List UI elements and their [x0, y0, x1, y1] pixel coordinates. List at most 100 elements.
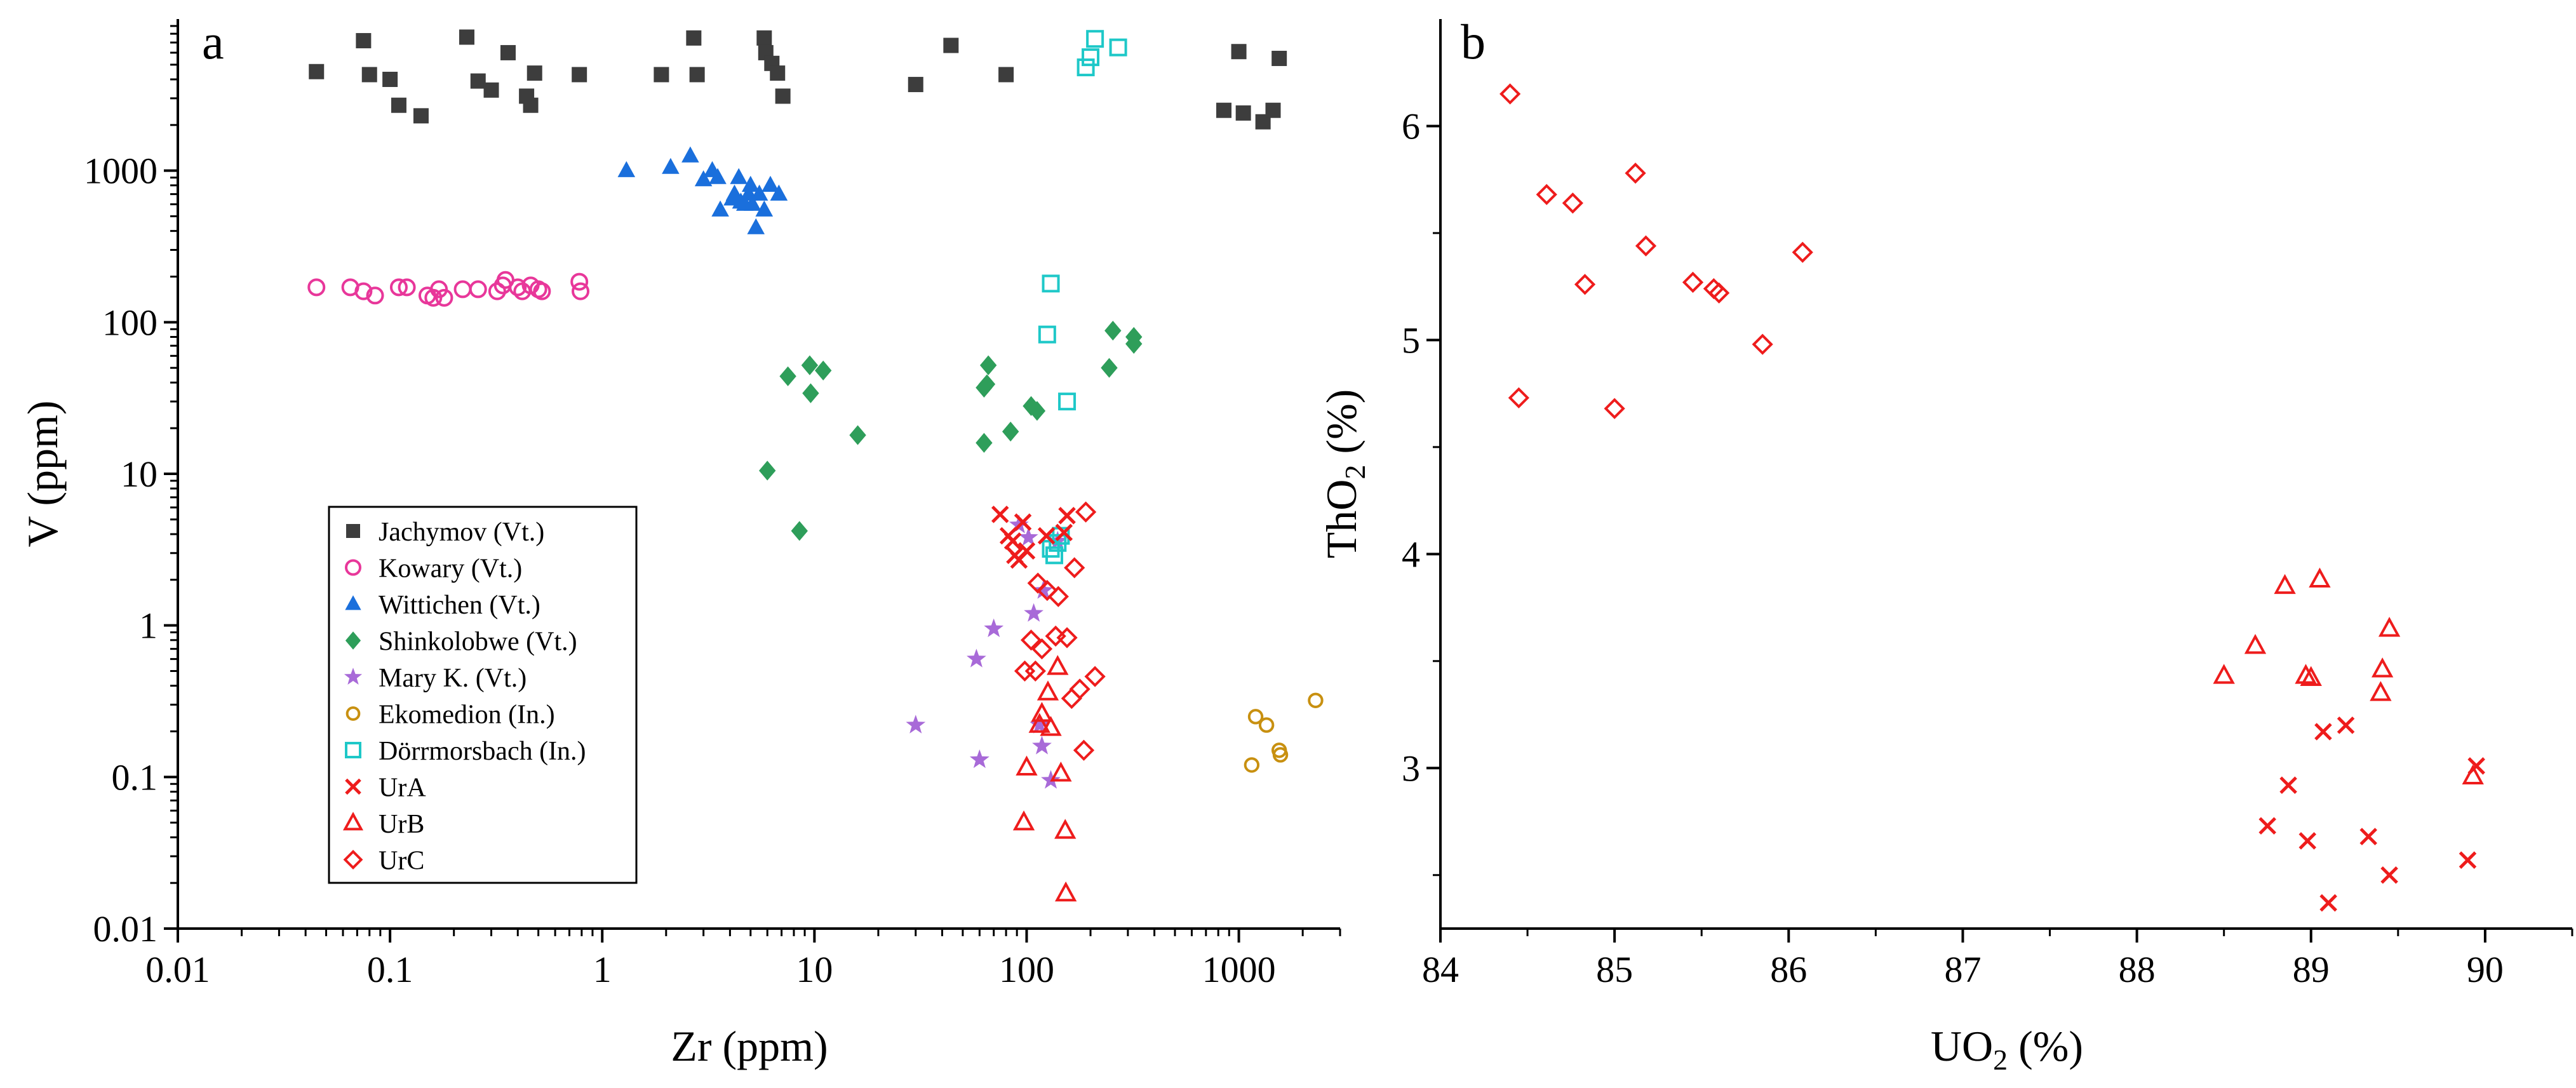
a-x-tick-label: 1	[593, 949, 612, 990]
a-y-tick-label: 0.1	[112, 756, 158, 798]
point-jachymov-vt	[770, 65, 786, 81]
a-y-tick-label: 1000	[84, 151, 158, 192]
panel-b-y-title-main: ThO	[1317, 480, 1365, 559]
a-y-tick-label: 10	[121, 453, 158, 495]
point-urc	[1064, 557, 1085, 579]
point-mary-k-vt	[1033, 580, 1054, 599]
legend-marker-wittichen-vt	[345, 595, 361, 610]
point-jachymov-vt	[1231, 44, 1247, 60]
point-shinkolobwe-vt	[759, 460, 776, 481]
panel-b-x-title: UO2 (%)	[1931, 1022, 2083, 1076]
point-ekomedion-in	[1272, 747, 1289, 763]
legend-label: Dörrmorsbach (In.)	[379, 737, 586, 766]
point-kowary-vt	[488, 282, 506, 300]
point-wittichen-vt	[741, 175, 760, 192]
point-wittichen-vt	[770, 184, 788, 201]
legend-marker-shinkolobwe-vt	[345, 631, 361, 650]
point-jachymov-vt	[998, 67, 1014, 83]
legend-label: Mary K. (Vt.)	[379, 664, 527, 693]
point-urc	[1069, 678, 1090, 700]
panel-a-x-title: Zr (ppm)	[671, 1022, 828, 1070]
point-urb	[2370, 681, 2392, 701]
panel-b-x-title-main: UO	[1931, 1022, 1993, 1070]
point-urc	[1024, 660, 1046, 682]
b-x-tick-label: 85	[1596, 949, 1633, 990]
point-urc	[1073, 739, 1095, 761]
point-shinkolobwe-vt	[779, 366, 796, 387]
point-kowary-vt	[533, 282, 551, 300]
legend-label: Shinkolobwe (Vt.)	[379, 628, 577, 657]
point-urc	[1752, 333, 1773, 355]
point-ekomedion-in	[1244, 757, 1260, 773]
point-urb	[1054, 819, 1077, 839]
series-kowary-vt	[307, 271, 590, 307]
panel-b-x-title-sub: 2	[1993, 1044, 2008, 1076]
point-ura	[1058, 507, 1076, 525]
panel-a-y-title: V (ppm)	[18, 400, 67, 547]
legend-item-mary-k-vt: Mary K. (Vt.)	[344, 664, 527, 693]
point-jachymov-vt	[1235, 105, 1251, 121]
point-wittichen-vt	[694, 170, 713, 187]
panel-b-y-title-sub: 2	[1339, 465, 1371, 480]
series-shinkolobwe-vt	[759, 320, 1143, 541]
point-kowary-vt	[453, 280, 472, 299]
point-ura	[2279, 776, 2297, 795]
point-mary-k-vt	[1041, 770, 1061, 789]
point-urb	[1050, 762, 1072, 782]
point-urc	[1499, 83, 1521, 105]
point-urc	[1536, 184, 1557, 205]
legend-item-ura: UrA	[345, 774, 426, 803]
point-urc	[1031, 638, 1053, 660]
point-urc	[1027, 572, 1049, 594]
point-mary-k-vt	[967, 648, 986, 668]
point-mary-k-vt	[1032, 735, 1052, 755]
point-urc	[1084, 666, 1106, 687]
point-wittichen-vt	[617, 161, 636, 177]
point-shinkolobwe-vt	[791, 521, 808, 541]
point-wittichen-vt	[743, 194, 761, 211]
a-x-tick-label: 0.1	[367, 949, 413, 990]
point-urc	[1574, 274, 1596, 295]
point-jachymov-vt	[1271, 50, 1287, 66]
point-ura	[2298, 832, 2317, 850]
legend-marker-urb	[342, 812, 364, 831]
panel-b-y-title: ThO2 (%)	[1317, 389, 1371, 559]
point-ura	[1017, 542, 1036, 560]
point-shinkolobwe-vt	[802, 383, 819, 403]
point-shinkolobwe-vt	[1125, 326, 1143, 347]
point-ura	[1014, 513, 1032, 531]
b-x-tick-label: 88	[2119, 949, 2156, 990]
point-ura	[2319, 894, 2337, 912]
a-x-tick-label: 1000	[1202, 949, 1276, 990]
point-jachymov-vt	[523, 97, 539, 113]
series-urc	[1014, 501, 1106, 761]
b-y-tick-label: 5	[1402, 319, 1420, 361]
legend-item-ekomedion-in: Ekomedion (In.)	[345, 701, 555, 730]
point-urb	[1047, 655, 1069, 675]
point-shinkolobwe-vt	[1104, 320, 1122, 341]
point-kowary-vt	[366, 286, 384, 305]
legend-item-shinkolobwe-vt: Shinkolobwe (Vt.)	[345, 628, 577, 657]
legend-box	[328, 506, 638, 884]
series-urc	[1499, 83, 1813, 419]
series-urb	[1012, 655, 1077, 902]
point-jachymov-vt	[527, 65, 542, 81]
point-wittichen-vt	[709, 168, 727, 184]
point-urb	[2295, 664, 2317, 684]
point-d-rrmorsbach-in	[1077, 58, 1095, 77]
point-jachymov-vt	[470, 73, 486, 89]
point-urb	[2371, 657, 2394, 678]
point-urc	[1682, 271, 1704, 293]
point-jachymov-vt	[943, 37, 959, 53]
point-jachymov-vt	[756, 30, 772, 46]
point-urb	[1031, 702, 1053, 722]
point-jachymov-vt	[483, 82, 499, 98]
point-ura	[2337, 716, 2355, 734]
point-urb	[1028, 713, 1050, 733]
point-urc	[1056, 627, 1078, 648]
point-d-rrmorsbach-in	[1042, 274, 1060, 293]
legend-item-wittichen-vt: Wittichen (Vt.)	[345, 591, 540, 620]
point-shinkolobwe-vt	[1028, 401, 1046, 421]
